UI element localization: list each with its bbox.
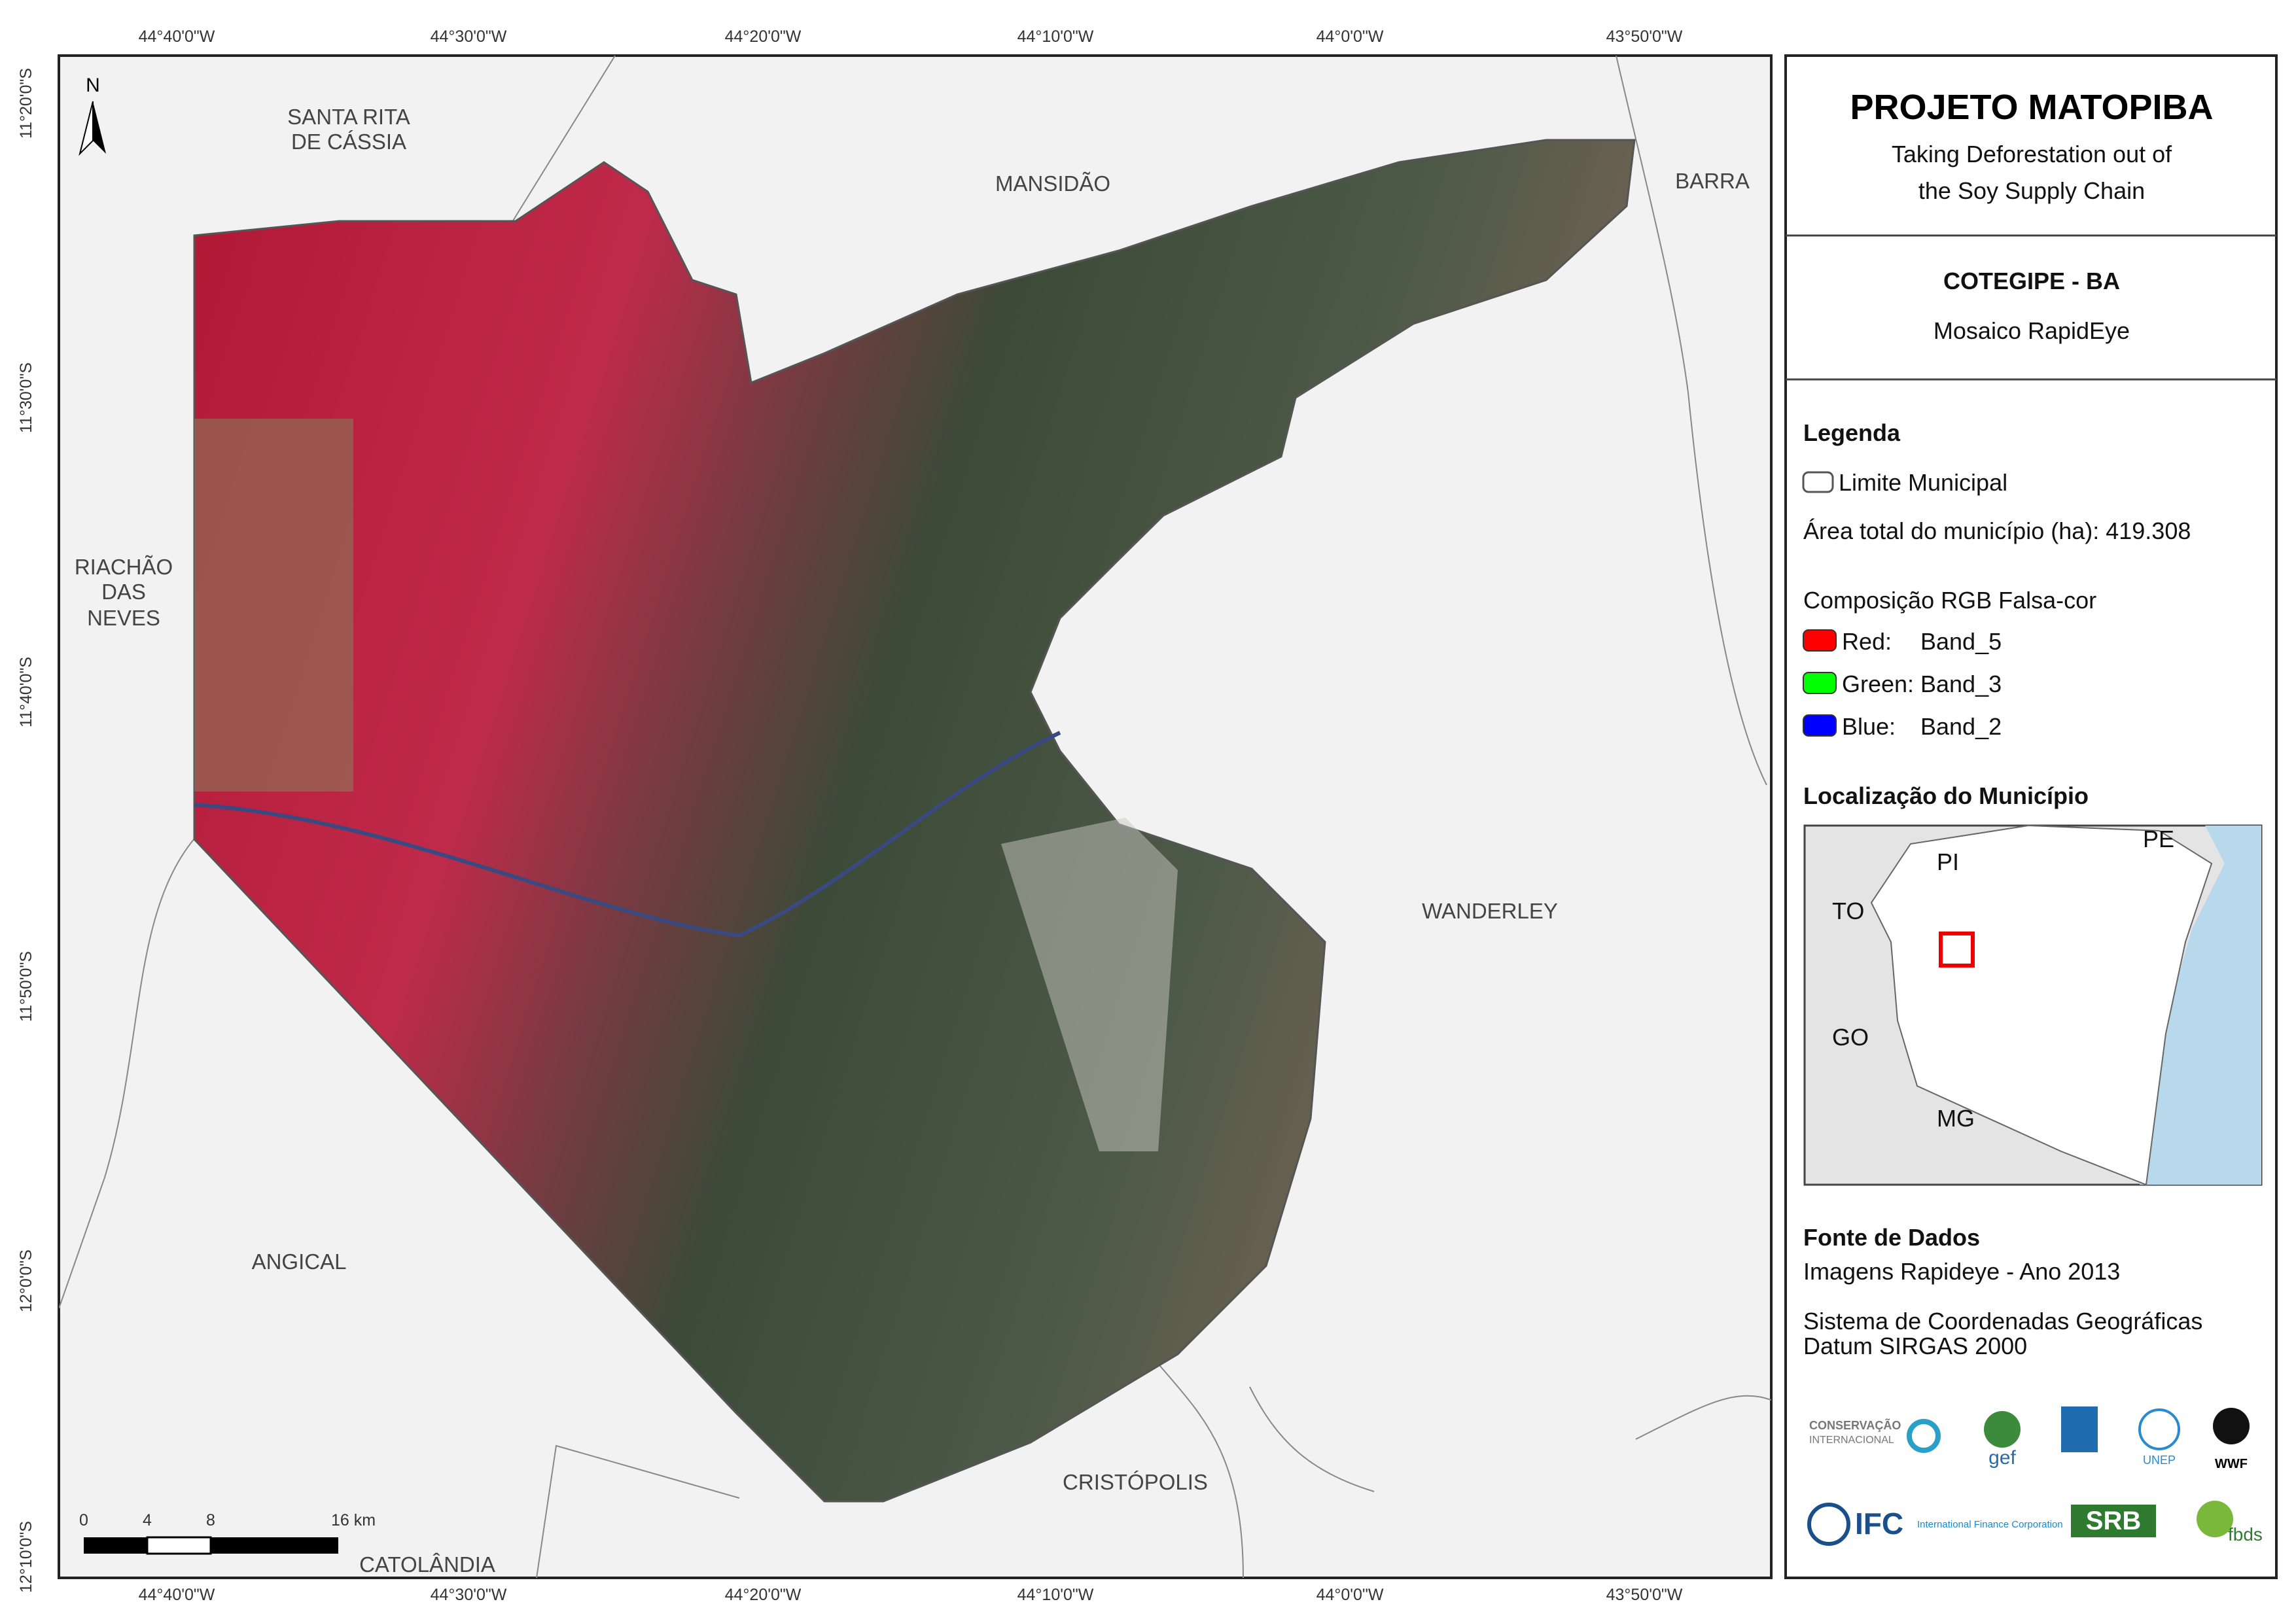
state-label: MG xyxy=(1937,1105,1975,1132)
source-line: Sistema de Coordenadas Geográficas xyxy=(1803,1308,2202,1335)
band-channel: Red: xyxy=(1842,628,1892,655)
municipality-mosaic xyxy=(193,139,1636,1503)
lon-label: 44°40'0"W xyxy=(139,1586,215,1604)
lon-label: 44°30'0"W xyxy=(431,1586,507,1604)
band-name: Band_2 xyxy=(1920,713,2002,740)
municipality-name: COTEGIPE - BA xyxy=(1943,268,2120,294)
sources-heading: Fonte de Dados xyxy=(1803,1224,1980,1251)
lat-label: 11°30'0"S xyxy=(17,362,35,433)
logo-text: SRB xyxy=(2086,1507,2141,1535)
panel-title: PROJETO MATOPIBA xyxy=(1850,88,2213,127)
map-content xyxy=(59,56,1771,1578)
place-name: DE CÁSSIA xyxy=(291,130,406,154)
lon-label: 44°10'0"W xyxy=(1017,27,1094,46)
band-channel: Green: xyxy=(1842,671,1914,697)
legend-composition: Composição RGB Falsa-cor xyxy=(1803,587,2096,614)
state-label: PI xyxy=(1937,848,1959,875)
panel-subtitle: Taking Deforestation out of xyxy=(1892,141,2172,167)
place-name: RIACHÃO xyxy=(75,555,173,579)
logo-text: IFC xyxy=(1855,1507,1903,1541)
lon-label: 44°20'0"W xyxy=(725,27,802,46)
lon-labels-top: 44°40'0"W 44°30'0"W 44°20'0"W 44°10'0"W … xyxy=(139,27,1683,46)
north-arrow: N xyxy=(79,75,106,156)
side-panel xyxy=(1784,54,2278,1579)
logo-text: gef xyxy=(1988,1447,2016,1469)
legend-area: Área total do município (ha): 419.308 xyxy=(1803,517,2191,544)
place-name: MANSIDÃO xyxy=(995,171,1110,196)
lon-label: 44°10'0"W xyxy=(1017,1586,1094,1604)
lat-label: 11°50'0"S xyxy=(17,951,35,1022)
state-label: GO xyxy=(1832,1024,1869,1051)
legend-item: Limite Municipal xyxy=(1839,469,2007,496)
panel-subtitle: the Soy Supply Chain xyxy=(1918,177,2145,204)
place-name: BARRA xyxy=(1675,169,1750,193)
cleared-area xyxy=(1001,818,1178,1151)
logo-text: INTERNACIONAL xyxy=(1809,1435,1894,1446)
scale-label: 0 xyxy=(79,1511,88,1529)
place-name: DAS xyxy=(101,580,146,604)
north-label: N xyxy=(86,75,100,96)
place-name: WANDERLEY xyxy=(1422,899,1558,923)
place-name: SANTA RITA xyxy=(287,105,410,129)
scale-label: 8 xyxy=(206,1511,215,1529)
lon-labels-bottom: 44°40'0"W 44°30'0"W 44°20'0"W 44°10'0"W … xyxy=(139,1586,1683,1604)
place-name: ANGICAL xyxy=(252,1249,347,1274)
lon-label: 43°50'0"W xyxy=(1606,1586,1683,1604)
band-name: Band_3 xyxy=(1920,671,2002,697)
image-tile xyxy=(194,419,353,792)
logo-text: fbds xyxy=(2228,1524,2263,1544)
scale-label: 16 km xyxy=(331,1511,376,1529)
source-line: Datum SIRGAS 2000 xyxy=(1803,1333,2027,1359)
river xyxy=(194,731,1061,938)
band-channel: Blue: xyxy=(1842,713,1896,740)
lon-label: 43°50'0"W xyxy=(1606,27,1683,46)
logo-text: International Finance Corporation xyxy=(1917,1519,2063,1530)
location-heading: Localização do Município xyxy=(1803,782,2089,809)
place-name: CATOLÂNDIA xyxy=(359,1552,495,1577)
place-name: CRISTÓPOLIS xyxy=(1063,1470,1208,1494)
product-name: Mosaico RapidEye xyxy=(1934,317,2130,344)
lon-label: 44°0'0"W xyxy=(1316,27,1384,46)
lat-label: 11°20'0"S xyxy=(17,68,35,139)
lat-label: 12°0'0"S xyxy=(17,1249,35,1312)
scale-bar: 0 4 8 16 km xyxy=(79,1511,376,1555)
logo-text: WWF xyxy=(2215,1457,2248,1471)
state-label: TO xyxy=(1832,898,1864,924)
municipal-limits xyxy=(59,56,1771,1578)
state-label: PE xyxy=(2143,826,2174,852)
source-line: Imagens Rapideye - Ano 2013 xyxy=(1803,1258,2120,1285)
lon-label: 44°40'0"W xyxy=(139,27,215,46)
scale-label: 4 xyxy=(143,1511,152,1529)
lon-label: 44°30'0"W xyxy=(431,27,507,46)
lat-label: 12°10'0"S xyxy=(17,1521,35,1593)
logo-text: UNEP xyxy=(2143,1454,2176,1467)
band-name: Band_5 xyxy=(1920,628,2002,655)
logo-text: CONSERVAÇÃO xyxy=(1809,1418,1901,1432)
lon-label: 44°20'0"W xyxy=(725,1586,802,1604)
lat-labels: 11°20'0"S 11°30'0"S 11°40'0"S 11°50'0"S … xyxy=(17,68,35,1593)
lat-label: 11°40'0"S xyxy=(17,657,35,727)
location-inset: PI PE TO GO MG xyxy=(1803,824,2263,1186)
logos: CONSERVAÇÃO INTERNACIONAL gef UNEP WWF I… xyxy=(1807,1406,2263,1546)
legend-heading: Legenda xyxy=(1803,419,1901,446)
place-name: NEVES xyxy=(87,606,160,630)
lon-label: 44°0'0"W xyxy=(1316,1586,1384,1604)
